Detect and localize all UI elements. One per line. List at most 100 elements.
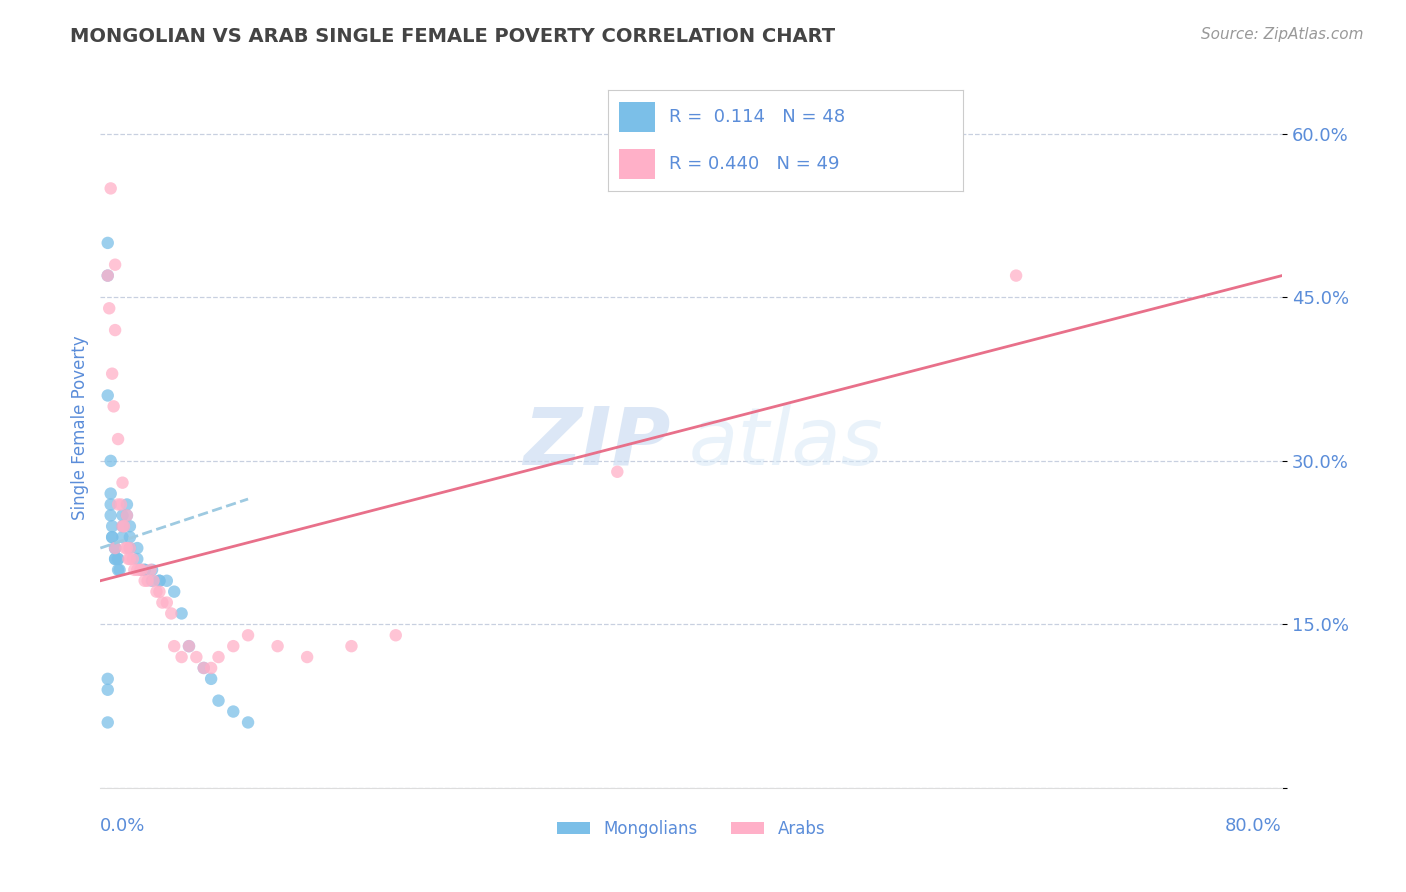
Point — [97, 672, 120, 686]
Point — [104, 323, 127, 337]
Point — [131, 563, 153, 577]
Text: MONGOLIAN VS ARAB SINGLE FEMALE POVERTY CORRELATION CHART: MONGOLIAN VS ARAB SINGLE FEMALE POVERTY … — [70, 27, 835, 45]
Text: 0.0%: 0.0% — [100, 817, 146, 835]
Point — [110, 498, 132, 512]
Point — [141, 563, 163, 577]
Point — [340, 639, 363, 653]
Point — [148, 574, 170, 588]
Text: atlas: atlas — [689, 403, 883, 482]
Point — [104, 541, 127, 555]
Point — [107, 552, 129, 566]
Point — [207, 693, 229, 707]
Point — [104, 552, 127, 566]
Point — [186, 650, 208, 665]
Point — [136, 574, 159, 588]
Point — [104, 541, 127, 555]
Point — [100, 508, 122, 523]
Point — [142, 574, 165, 588]
Point — [101, 530, 124, 544]
Point — [222, 639, 245, 653]
Point — [118, 541, 141, 555]
Point — [124, 563, 146, 577]
Point — [115, 508, 138, 523]
Point — [111, 530, 134, 544]
Point — [148, 584, 170, 599]
Text: 80.0%: 80.0% — [1225, 817, 1282, 835]
Point — [236, 628, 259, 642]
Point — [100, 454, 122, 468]
Point — [118, 519, 141, 533]
Point — [111, 519, 134, 533]
Point — [134, 563, 156, 577]
Point — [170, 650, 193, 665]
Point — [193, 661, 215, 675]
Point — [115, 541, 138, 555]
Point — [207, 650, 229, 665]
Point — [111, 475, 134, 490]
Point — [163, 639, 186, 653]
Point — [148, 574, 170, 588]
Point — [384, 628, 406, 642]
Point — [117, 552, 139, 566]
Point — [104, 552, 127, 566]
Point — [100, 181, 122, 195]
Point — [112, 519, 135, 533]
Point — [127, 541, 149, 555]
Point — [160, 607, 183, 621]
Point — [97, 268, 120, 283]
Point — [101, 367, 124, 381]
Point — [97, 388, 120, 402]
Point — [101, 530, 124, 544]
Point — [115, 508, 138, 523]
Point — [97, 682, 120, 697]
Point — [104, 258, 127, 272]
Point — [295, 650, 318, 665]
Point — [115, 498, 138, 512]
Y-axis label: Single Female Poverty: Single Female Poverty — [72, 336, 89, 521]
Point — [103, 400, 125, 414]
Point — [163, 584, 186, 599]
Point — [134, 563, 156, 577]
Point — [107, 552, 129, 566]
Point — [193, 661, 215, 675]
Point — [114, 541, 136, 555]
Point — [104, 541, 127, 555]
Point — [266, 639, 288, 653]
Point — [200, 661, 222, 675]
Point — [97, 268, 120, 283]
Text: Source: ZipAtlas.com: Source: ZipAtlas.com — [1201, 27, 1364, 42]
Text: ZIP: ZIP — [523, 403, 671, 482]
Point — [177, 639, 200, 653]
Point — [97, 715, 120, 730]
Point — [107, 432, 129, 446]
Point — [141, 574, 163, 588]
Point — [118, 530, 141, 544]
Point — [104, 541, 127, 555]
Point — [121, 552, 143, 566]
Point — [118, 552, 141, 566]
Point — [200, 672, 222, 686]
Point — [111, 519, 134, 533]
Legend: Mongolians, Arabs: Mongolians, Arabs — [550, 813, 832, 844]
Point — [236, 715, 259, 730]
Point — [108, 563, 131, 577]
Point — [222, 705, 245, 719]
Point — [127, 563, 149, 577]
Point — [150, 596, 173, 610]
Point — [107, 498, 129, 512]
Point — [145, 584, 167, 599]
Point — [98, 301, 121, 316]
Point — [170, 607, 193, 621]
Point — [156, 574, 179, 588]
Point — [606, 465, 628, 479]
Point — [100, 498, 122, 512]
Point — [100, 486, 122, 500]
Point — [127, 552, 149, 566]
Point — [97, 235, 120, 250]
Point — [107, 563, 129, 577]
Point — [131, 563, 153, 577]
Point — [134, 574, 156, 588]
Point — [156, 596, 179, 610]
Point — [139, 563, 162, 577]
Point — [101, 519, 124, 533]
